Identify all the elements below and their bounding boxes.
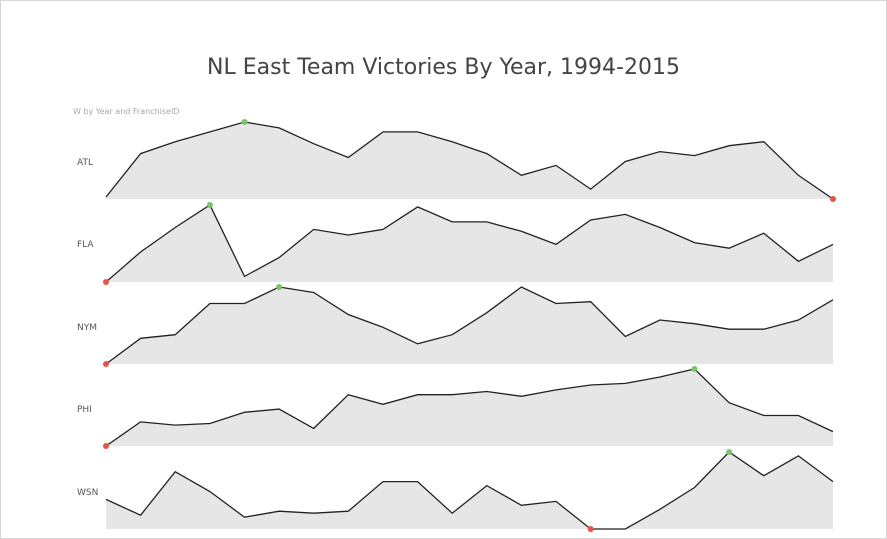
- sparkline-row-atl: ATL: [77, 119, 836, 202]
- sparkline-row-fla: FLA: [77, 202, 834, 285]
- row-label-atl: ATL: [77, 158, 93, 168]
- series-line-wsn: [105, 451, 834, 530]
- series-area-nym: [106, 287, 833, 364]
- series-area-phi: [106, 369, 833, 446]
- row-label-phi: PHI: [77, 405, 92, 415]
- min-point-phi[interactable]: [103, 443, 109, 449]
- series-area-atl: [106, 122, 833, 199]
- chart-title: NL East Team Victories By Year, 1994-201…: [207, 55, 680, 80]
- series-line-fla: [105, 204, 834, 283]
- sparkline-row-nym: NYM: [77, 284, 834, 367]
- max-point-fla[interactable]: [206, 202, 213, 208]
- series-area-wsn: [106, 452, 833, 529]
- series-line-atl: [105, 121, 834, 200]
- min-point-fla[interactable]: [103, 279, 109, 285]
- max-point-nym[interactable]: [276, 284, 283, 290]
- max-point-phi[interactable]: [691, 366, 698, 372]
- min-point-wsn[interactable]: [587, 526, 594, 532]
- row-label-nym: NYM: [77, 323, 97, 333]
- series-line-phi: [105, 368, 834, 447]
- sparkline-row-phi: PHI: [77, 366, 834, 449]
- max-point-wsn[interactable]: [726, 449, 733, 455]
- max-point-atl[interactable]: [241, 119, 248, 125]
- series-line-nym: [105, 286, 834, 365]
- min-point-atl[interactable]: [830, 196, 836, 202]
- row-label-fla: FLA: [77, 240, 94, 250]
- sparkline-row-wsn: WSN: [77, 449, 834, 532]
- row-label-wsn: WSN: [77, 488, 98, 498]
- chart-subtitle: W by Year and FranchiseID: [73, 107, 180, 116]
- min-point-nym[interactable]: [103, 361, 109, 367]
